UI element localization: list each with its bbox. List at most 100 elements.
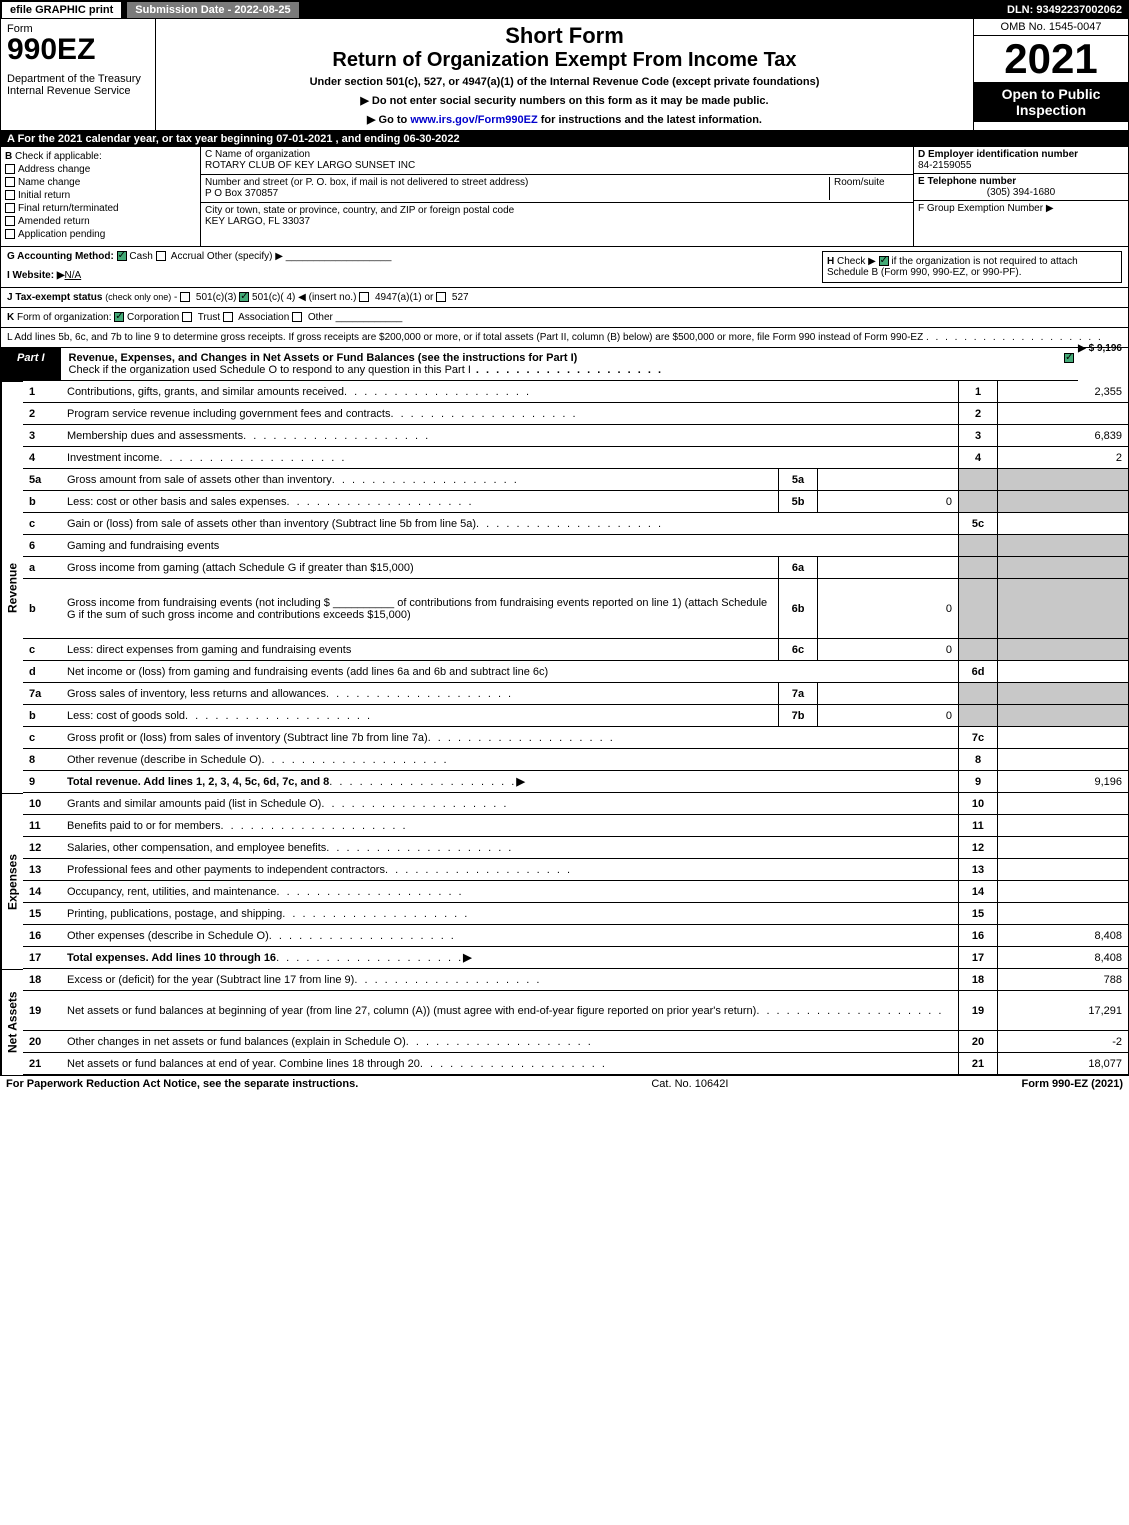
amended-return-checkbox[interactable] [5,216,15,226]
527-checkbox[interactable] [436,292,446,302]
line-12-num: 12 [23,837,63,858]
line-8-num: 8 [23,749,63,770]
net-assets-section: Net Assets 18Excess or (deficit) for the… [1,969,1128,1075]
line-17-col: 17 [958,947,998,968]
line-20-desc: Other changes in net assets or fund bala… [67,1036,406,1048]
line-6d-amount [998,661,1128,682]
line-1-num: 1 [23,381,63,402]
line-6d-col: 6d [958,661,998,682]
line-6b-desc: Gross income from fundraising events (no… [63,579,778,638]
name-change-label: Name change [18,177,80,188]
line-15-amount [998,903,1128,924]
association-checkbox[interactable] [223,312,233,322]
part-1-label: Part I [1,348,61,380]
line-14-desc: Occupancy, rent, utilities, and maintena… [67,886,277,898]
schedule-b-checkbox[interactable] [879,256,889,266]
line-5c-desc: Gain or (loss) from sale of assets other… [67,518,476,530]
line-21-col: 21 [958,1053,998,1074]
line-7b-num: b [23,705,63,726]
part-1-check-text: Check if the organization used Schedule … [69,364,471,376]
line-5b-shaded [958,491,998,512]
line-7a-desc: Gross sales of inventory, less returns a… [67,688,326,700]
form-of-organization-row: K Form of organization: Corporation Trus… [1,308,1128,328]
form-version: Form 990-EZ (2021) [1021,1078,1123,1090]
501c3-checkbox[interactable] [180,292,190,302]
line-10-amount [998,793,1128,814]
line-7a-shaded [958,683,998,704]
part-1-schedule-o-checkbox[interactable] [1064,353,1074,363]
line-9-amount: 9,196 [998,771,1128,792]
initial-return-checkbox[interactable] [5,190,15,200]
expenses-side-label: Expenses [1,793,23,969]
line-17-desc: Total expenses. Add lines 10 through 16 [67,952,276,964]
line-5b-subval: 0 [818,491,958,512]
trust-checkbox[interactable] [182,312,192,322]
initial-return-label: Initial return [18,190,70,201]
accrual-checkbox[interactable] [156,251,166,261]
omb-number: OMB No. 1545-0047 [974,19,1128,36]
line-21-num: 21 [23,1053,63,1074]
accounting-method-label: G Accounting Method: [7,251,114,262]
line-6b-shaded-val [998,579,1128,638]
gross-receipts-row: L Add lines 5b, 6c, and 7b to line 9 to … [1,328,1128,348]
final-return-checkbox[interactable] [5,203,15,213]
line-10-num: 10 [23,793,63,814]
line-12-desc: Salaries, other compensation, and employ… [67,842,326,854]
line-4-desc: Investment income [67,452,159,464]
form-number: 990EZ [7,35,149,65]
501c-checkbox[interactable] [239,292,249,302]
city-label: City or town, state or province, country… [205,205,909,216]
line-9-num: 9 [23,771,63,792]
accounting-method-row: G Accounting Method: Cash Accrual Other … [1,247,1128,288]
group-exemption-label: F Group Exemption Number ▶ [918,203,1124,214]
tax-year: 2021 [974,36,1128,82]
line-9-desc: Total revenue. Add lines 1, 2, 3, 4, 5c,… [67,776,329,788]
section-de: D Employer identification number 84-2159… [913,147,1128,246]
address-change-checkbox[interactable] [5,164,15,174]
under-section: Under section 501(c), 527, or 4947(a)(1)… [160,76,969,88]
l-row-amount: ▶ $ 9,196 [1078,343,1122,354]
application-pending-checkbox[interactable] [5,229,15,239]
line-4-col: 4 [958,447,998,468]
line-5b-shaded-val [998,491,1128,512]
org-info-grid: B Check if applicable: Address change Na… [1,147,1128,247]
irs-form-link[interactable]: www.irs.gov/Form990EZ [410,114,537,126]
line-6b-subval: 0 [818,579,958,638]
name-change-checkbox[interactable] [5,177,15,187]
line-5c-col: 5c [958,513,998,534]
line-15-num: 15 [23,903,63,924]
return-title: Return of Organization Exempt From Incom… [160,49,969,72]
ein-value: 84-2159055 [918,160,1124,171]
h-check-prefix: Check ▶ [837,256,876,267]
line-5a-shaded-val [998,469,1128,490]
part-1-title: Revenue, Expenses, and Changes in Net As… [69,352,578,364]
line-3-col: 3 [958,425,998,446]
line-7a-sub: 7a [778,683,818,704]
efile-print-button[interactable]: efile GRAPHIC print [1,1,122,19]
line-7a-num: 7a [23,683,63,704]
other-org-checkbox[interactable] [292,312,302,322]
line-6c-shaded-val [998,639,1128,660]
line-12-col: 12 [958,837,998,858]
line-5a-sub: 5a [778,469,818,490]
line-7a-shaded-val [998,683,1128,704]
line-15-col: 15 [958,903,998,924]
line-14-num: 14 [23,881,63,902]
line-7b-shaded-val [998,705,1128,726]
line-16-amount: 8,408 [998,925,1128,946]
form-container: efile GRAPHIC print Submission Date - 20… [0,0,1129,1076]
line-3-desc: Membership dues and assessments [67,430,243,442]
part-1-header: Part I Revenue, Expenses, and Changes in… [1,348,1078,381]
submission-date: Submission Date - 2022-08-25 [126,1,299,19]
line-18-num: 18 [23,969,63,990]
line-20-num: 20 [23,1031,63,1052]
line-5a-num: 5a [23,469,63,490]
top-bar: efile GRAPHIC print Submission Date - 20… [1,1,1128,19]
cash-checkbox[interactable] [117,251,127,261]
4947a1-checkbox[interactable] [359,292,369,302]
line-14-col: 14 [958,881,998,902]
corporation-checkbox[interactable] [114,312,124,322]
line-21-amount: 18,077 [998,1053,1128,1074]
section-h-schedule-b: H Check ▶ if the organization is not req… [822,251,1122,283]
line-19-col: 19 [958,991,998,1030]
